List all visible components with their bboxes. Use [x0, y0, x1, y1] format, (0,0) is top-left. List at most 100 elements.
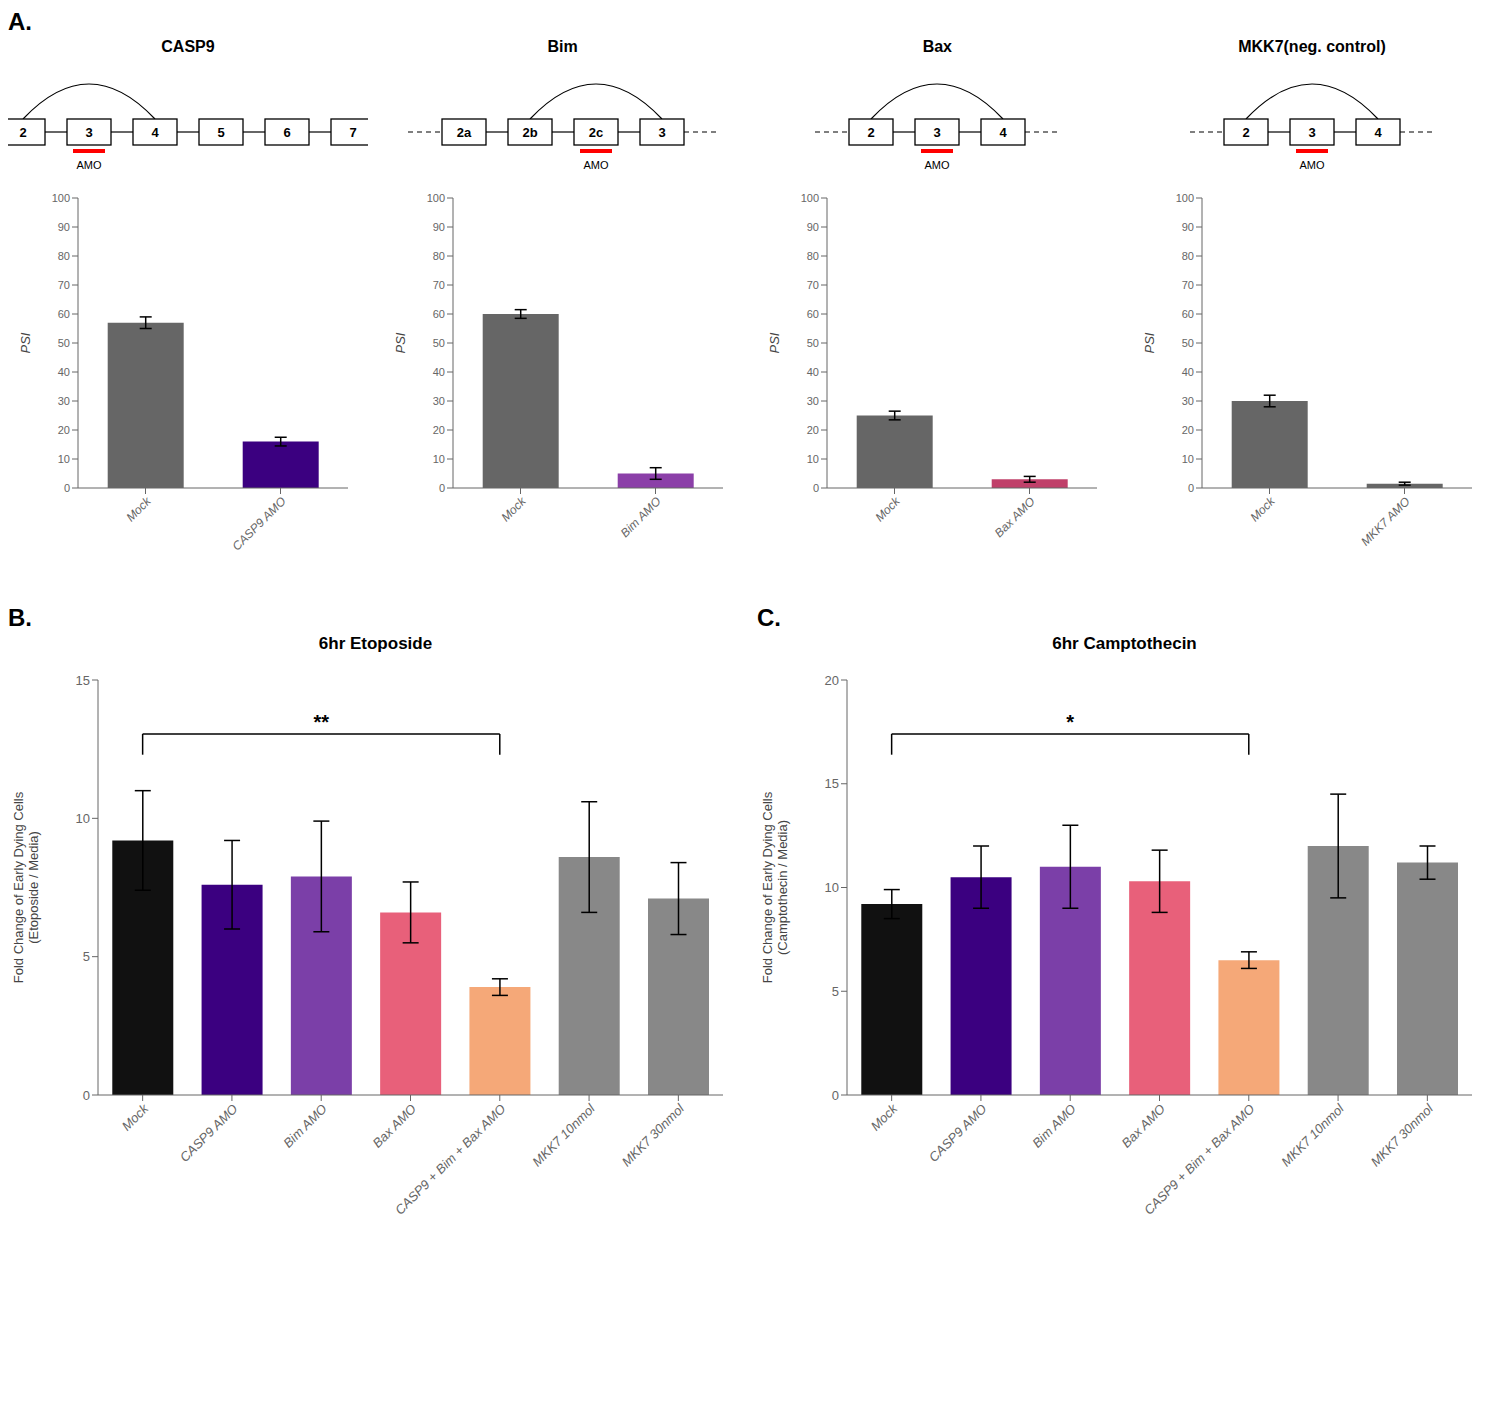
svg-text:0: 0 [439, 482, 445, 494]
svg-text:4: 4 [1000, 125, 1008, 140]
svg-text:3: 3 [658, 125, 665, 140]
svg-text:PSI: PSI [18, 332, 33, 353]
svg-text:10: 10 [1182, 453, 1194, 465]
svg-text:Mock: Mock [1247, 494, 1278, 525]
svg-text:40: 40 [1182, 366, 1194, 378]
svg-text:PSI: PSI [767, 332, 782, 353]
svg-text:MKK7 30nmol: MKK7 30nmol [1368, 1100, 1437, 1169]
svg-text:90: 90 [1182, 221, 1194, 233]
svg-text:100: 100 [801, 192, 819, 204]
svg-text:MKK7 AMO: MKK7 AMO [1358, 494, 1412, 548]
svg-text:0: 0 [1188, 482, 1194, 494]
svg-text:10: 10 [825, 880, 839, 895]
svg-text:PSI: PSI [393, 332, 408, 353]
svg-text:40: 40 [58, 366, 70, 378]
svg-text:Bim AMO: Bim AMO [280, 1101, 330, 1151]
svg-text:Bax AMO: Bax AMO [992, 494, 1038, 540]
svg-text:30: 30 [807, 395, 819, 407]
svg-text:50: 50 [1182, 337, 1194, 349]
svg-text:2a: 2a [456, 125, 471, 140]
svg-text:*: * [1066, 711, 1074, 733]
svg-text:AMO: AMO [76, 159, 102, 171]
svg-text:40: 40 [807, 366, 819, 378]
svg-text:AMO: AMO [925, 159, 951, 171]
svg-text:CASP9 AMO: CASP9 AMO [230, 494, 289, 553]
svg-text:4: 4 [1374, 125, 1382, 140]
svg-text:60: 60 [1182, 308, 1194, 320]
svg-text:Fold Change of Early Dying Cel: Fold Change of Early Dying Cells(Camptot… [760, 791, 790, 983]
svg-text:100: 100 [1176, 192, 1194, 204]
svg-text:6: 6 [283, 125, 290, 140]
svg-text:10: 10 [432, 453, 444, 465]
svg-text:Mock: Mock [119, 1100, 153, 1134]
svg-text:3: 3 [1308, 125, 1315, 140]
svg-text:30: 30 [1182, 395, 1194, 407]
svg-text:MKK7 10nmol: MKK7 10nmol [529, 1100, 598, 1169]
svg-text:2: 2 [1242, 125, 1249, 140]
svg-text:2c: 2c [588, 125, 602, 140]
svg-text:80: 80 [1182, 250, 1194, 262]
svg-text:60: 60 [432, 308, 444, 320]
svg-text:30: 30 [432, 395, 444, 407]
svg-text:100: 100 [52, 192, 70, 204]
svg-text:40: 40 [432, 366, 444, 378]
svg-text:CASP9 AMO: CASP9 AMO [926, 1101, 990, 1165]
svg-text:20: 20 [432, 424, 444, 436]
svg-text:70: 70 [807, 279, 819, 291]
svg-text:2b: 2b [522, 125, 537, 140]
svg-text:70: 70 [432, 279, 444, 291]
svg-text:2: 2 [19, 125, 26, 140]
svg-text:0: 0 [64, 482, 70, 494]
svg-text:MKK7 10nmol: MKK7 10nmol [1278, 1100, 1347, 1169]
svg-text:5: 5 [83, 949, 90, 964]
svg-text:5: 5 [832, 984, 839, 999]
svg-text:90: 90 [432, 221, 444, 233]
svg-text:80: 80 [807, 250, 819, 262]
svg-text:MKK7 30nmol: MKK7 30nmol [619, 1100, 688, 1169]
svg-text:20: 20 [1182, 424, 1194, 436]
svg-text:Fold Change of Early Dying Cel: Fold Change of Early Dying Cells(Etoposi… [11, 791, 41, 983]
svg-text:0: 0 [83, 1088, 90, 1103]
svg-text:10: 10 [76, 811, 90, 826]
svg-text:CASP9 + Bim + Bax AMO: CASP9 + Bim + Bax AMO [392, 1101, 509, 1218]
svg-text:15: 15 [76, 673, 90, 688]
svg-text:**: ** [313, 711, 329, 733]
svg-text:CASP9 AMO: CASP9 AMO [177, 1101, 241, 1165]
svg-text:CASP9 + Bim + Bax AMO: CASP9 + Bim + Bax AMO [1141, 1101, 1258, 1218]
svg-text:20: 20 [825, 673, 839, 688]
svg-text:5: 5 [217, 125, 224, 140]
svg-text:90: 90 [58, 221, 70, 233]
svg-text:0: 0 [813, 482, 819, 494]
svg-text:80: 80 [432, 250, 444, 262]
svg-text:100: 100 [426, 192, 444, 204]
svg-text:80: 80 [58, 250, 70, 262]
svg-text:Bim AMO: Bim AMO [1029, 1101, 1079, 1151]
svg-text:Mock: Mock [873, 494, 904, 525]
svg-text:10: 10 [807, 453, 819, 465]
svg-text:20: 20 [807, 424, 819, 436]
svg-text:PSI: PSI [1142, 332, 1157, 353]
svg-text:60: 60 [807, 308, 819, 320]
svg-text:Bim AMO: Bim AMO [617, 494, 663, 540]
svg-text:AMO: AMO [1299, 159, 1325, 171]
svg-text:Mock: Mock [498, 494, 529, 525]
svg-text:0: 0 [832, 1088, 839, 1103]
svg-text:AMO: AMO [583, 159, 609, 171]
svg-text:15: 15 [825, 776, 839, 791]
svg-text:Mock: Mock [123, 494, 154, 525]
svg-text:4: 4 [151, 125, 159, 140]
svg-text:70: 70 [1182, 279, 1194, 291]
svg-text:Bax AMO: Bax AMO [370, 1101, 420, 1151]
svg-text:50: 50 [807, 337, 819, 349]
svg-text:7: 7 [349, 125, 356, 140]
svg-text:50: 50 [432, 337, 444, 349]
svg-text:50: 50 [58, 337, 70, 349]
svg-text:60: 60 [58, 308, 70, 320]
svg-text:3: 3 [934, 125, 941, 140]
svg-text:3: 3 [85, 125, 92, 140]
svg-text:Mock: Mock [868, 1100, 902, 1134]
svg-text:90: 90 [807, 221, 819, 233]
svg-text:Bax AMO: Bax AMO [1119, 1101, 1169, 1151]
svg-text:70: 70 [58, 279, 70, 291]
svg-text:10: 10 [58, 453, 70, 465]
